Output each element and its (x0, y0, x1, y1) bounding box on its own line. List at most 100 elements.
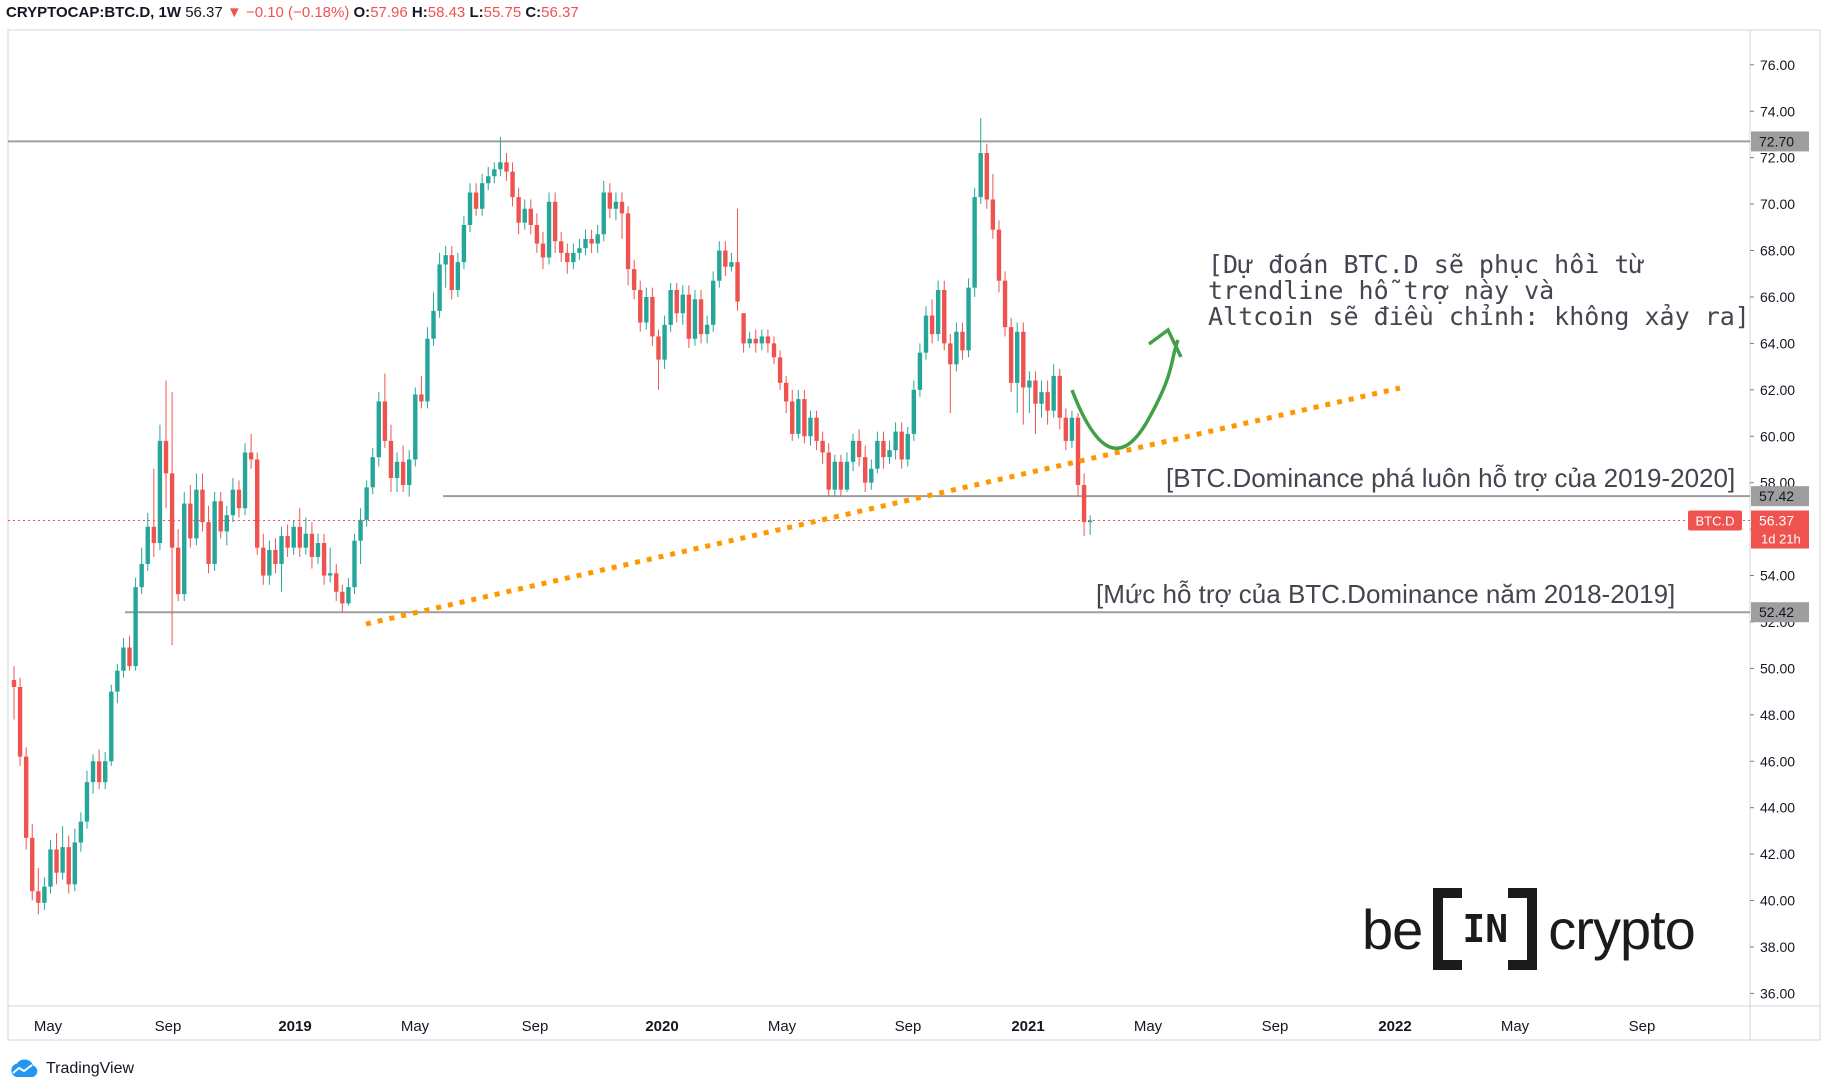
y-tick-label: 36.00 (1760, 985, 1795, 1001)
candle-body (242, 452, 248, 509)
brand-in: IN (1462, 907, 1509, 951)
candle-body (334, 573, 339, 592)
candle-body (650, 296, 655, 337)
prediction-line-2: trendline hỗ trợ này và (1208, 276, 1555, 305)
candle-body (516, 197, 521, 223)
candle-body (510, 171, 515, 198)
candle-body (1015, 331, 1020, 383)
candle-body (1008, 327, 1014, 383)
candle-body (571, 252, 576, 263)
candle-body (850, 440, 856, 462)
candle-body (668, 290, 673, 325)
level-price-label: 57.42 (1759, 488, 1794, 504)
candle-body (808, 417, 813, 437)
candle-body (407, 459, 412, 485)
candle-body (90, 761, 96, 783)
candle-body (942, 290, 947, 344)
candle-body (1051, 375, 1056, 411)
candle-body (169, 473, 175, 548)
candle-body (267, 550, 272, 576)
candle-body (364, 487, 369, 520)
candle-body (479, 183, 485, 209)
candle-body (978, 153, 983, 198)
candle-body (832, 461, 837, 490)
candle-body (443, 255, 448, 265)
candle-body (577, 248, 582, 253)
level-price-label: 52.42 (1759, 604, 1794, 620)
candle-body (723, 250, 728, 267)
candle-body (893, 431, 898, 451)
candle-body (291, 526, 296, 548)
candle-body (449, 255, 454, 290)
candle-body (540, 243, 546, 258)
candle-body (753, 338, 758, 344)
candle-body (534, 225, 540, 244)
candle-body (1027, 380, 1032, 388)
candle-body (340, 591, 345, 604)
candle-body (838, 461, 844, 490)
candle-body (230, 489, 236, 516)
x-tick-label: Sep (1262, 1018, 1289, 1035)
candle-body (84, 782, 90, 822)
candle-body (601, 192, 606, 235)
candle-body (522, 208, 527, 223)
y-tick-label: 76.00 (1760, 57, 1795, 73)
y-tick-label: 70.00 (1760, 196, 1795, 212)
candle-body (972, 197, 977, 288)
x-tick-label: 2020 (645, 1018, 678, 1035)
high-value: 58.43 (427, 4, 466, 21)
candle-body (948, 343, 953, 365)
candle-body (327, 573, 333, 576)
x-tick-label: 2022 (1378, 1018, 1411, 1035)
price-change: −0.10 (−0.18%) (245, 4, 350, 21)
candle-body (777, 357, 783, 383)
level-price-badge (1751, 602, 1809, 623)
candle-body (285, 536, 290, 548)
candle-body (625, 213, 631, 270)
candle-body (133, 587, 138, 667)
candle-body (583, 238, 588, 249)
candle-body (552, 201, 558, 242)
y-tick-label: 46.00 (1760, 753, 1795, 769)
y-tick-label: 50.00 (1760, 660, 1795, 676)
candle-body (717, 250, 722, 281)
y-tick-label: 64.00 (1760, 335, 1795, 351)
candle-body (431, 310, 436, 339)
candle-body (248, 452, 254, 460)
candle-body (473, 192, 479, 209)
prediction-line-1: [Dự đoán BTC.D sẽ phục hồi từ (1208, 250, 1645, 279)
close-value: 56.37 (541, 4, 579, 21)
chart-header: CRYPTOCAP:BTC.D, 1W 56.37 ▼ −0.10 (−0.18… (6, 2, 579, 24)
candle-body (188, 503, 193, 539)
symbol-label: CRYPTOCAP:BTC.D, 1W (6, 4, 182, 21)
candle-body (212, 501, 217, 564)
candle-body (869, 468, 874, 483)
candle-body (297, 526, 302, 548)
candle-body (498, 162, 503, 170)
candle-body (826, 452, 831, 490)
candle-body (820, 440, 825, 453)
y-tick-label: 40.00 (1760, 893, 1795, 909)
candle-body (960, 331, 965, 351)
candle-body (1045, 392, 1050, 411)
tradingview-footer[interactable]: TradingView (8, 1058, 134, 1080)
y-tick-label: 74.00 (1760, 103, 1795, 119)
candle-body (273, 550, 278, 564)
chart-frame (7, 29, 1821, 1041)
x-tick-label: Sep (155, 1018, 182, 1035)
candle-body (1081, 485, 1087, 523)
candle-body (352, 540, 357, 588)
candle-body (711, 280, 716, 325)
candle-body (935, 290, 941, 335)
y-tick-label: 42.00 (1760, 846, 1795, 862)
candle-body (182, 503, 187, 595)
candle-body (954, 331, 959, 365)
prediction-arrowhead-icon (1147, 327, 1183, 358)
last-price-label: 56.37 (1759, 513, 1794, 529)
x-tick-label: Sep (1629, 1018, 1656, 1035)
candle-body (984, 153, 989, 200)
candle-body (376, 401, 381, 458)
candle-body (692, 299, 698, 339)
candle-body (1039, 392, 1044, 404)
